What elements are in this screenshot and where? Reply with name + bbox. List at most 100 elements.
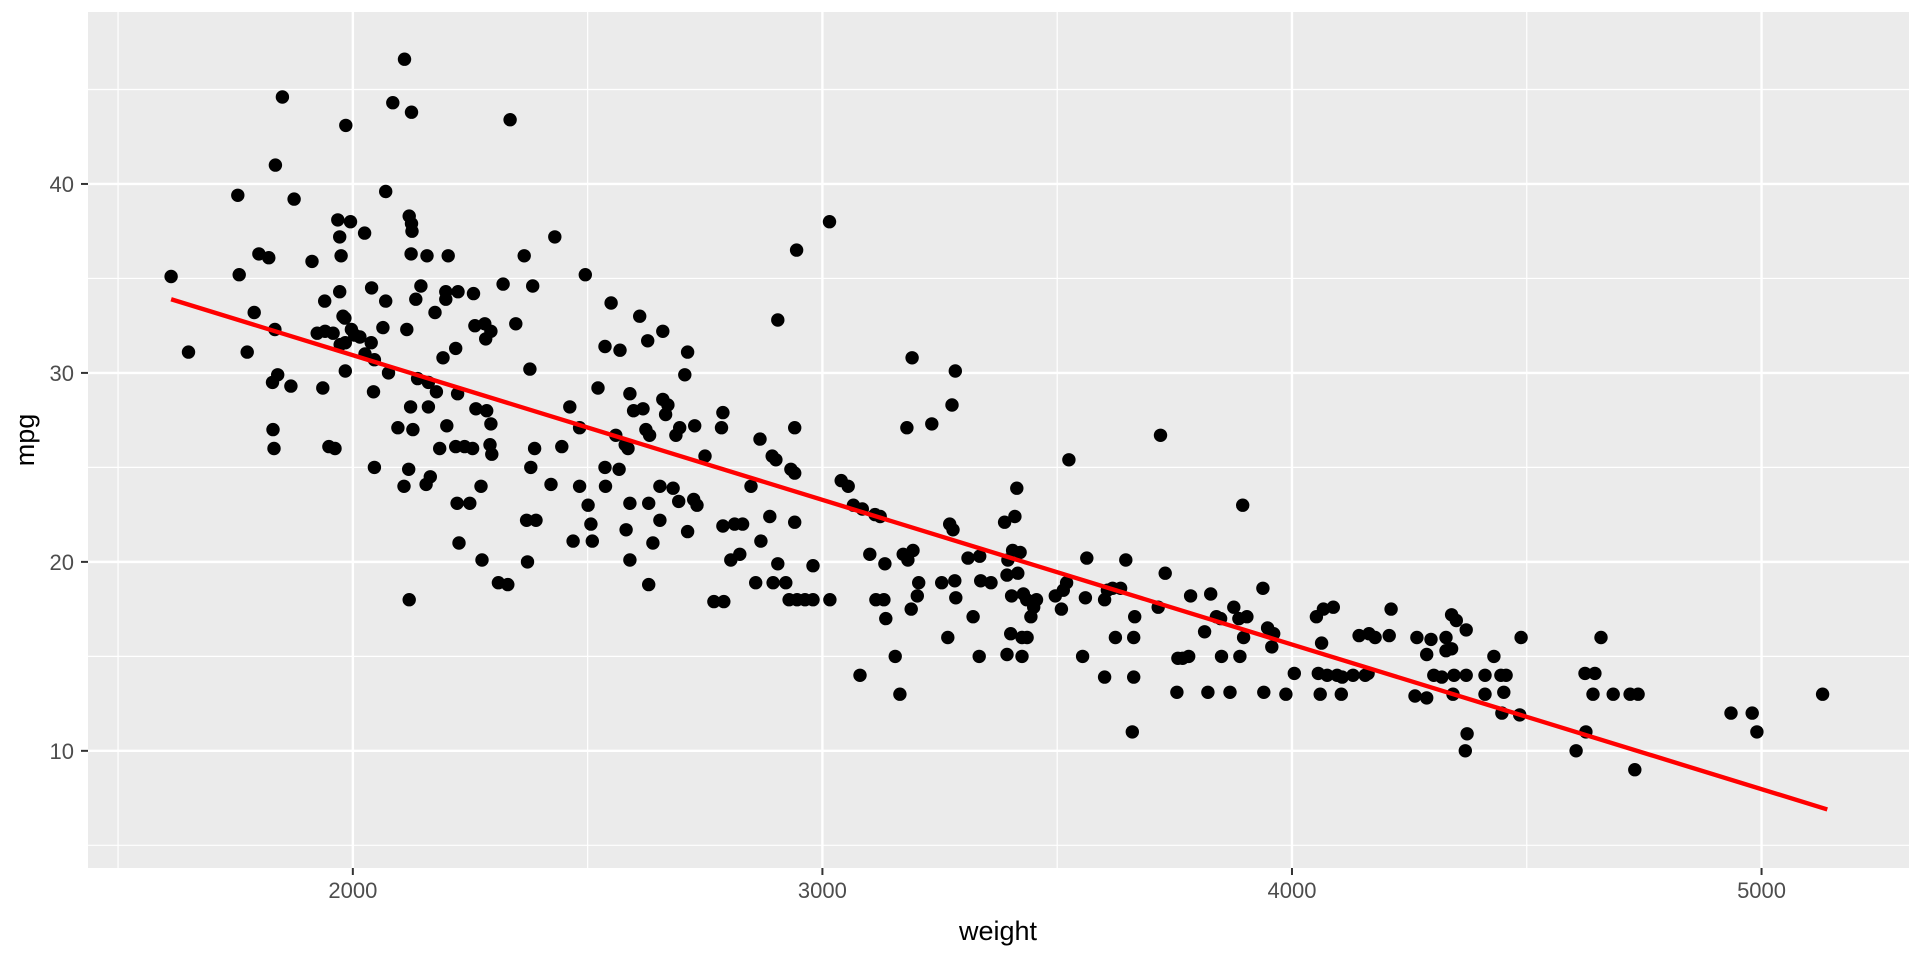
data-point [1334, 687, 1349, 701]
data-point [439, 292, 453, 306]
data-point [769, 453, 783, 467]
data-point [181, 345, 196, 359]
data-point [888, 649, 902, 664]
data-point [1424, 632, 1438, 647]
data-point [404, 105, 419, 119]
data-point [1158, 566, 1172, 580]
data-point [604, 296, 618, 310]
data-point [526, 279, 540, 293]
data-point [480, 404, 494, 418]
data-point [1127, 670, 1141, 684]
data-point [642, 577, 656, 592]
data-point [421, 400, 436, 414]
data-point [519, 513, 534, 527]
data-point [1745, 706, 1759, 720]
data-point [1201, 685, 1215, 699]
regression-line-layer [170, 297, 1828, 812]
y-axis-title: mpg [10, 414, 40, 467]
data-point [1410, 630, 1424, 645]
data-point [1204, 587, 1218, 601]
data-point [598, 460, 612, 475]
data-point [268, 158, 283, 172]
data-point [653, 513, 667, 527]
data-point [397, 52, 412, 66]
data-point [749, 576, 763, 590]
data-point [1059, 576, 1074, 590]
data-point [1080, 551, 1094, 565]
data-point [1170, 685, 1184, 699]
data-point [623, 553, 637, 567]
data-point [1447, 668, 1461, 682]
data-point [1606, 687, 1620, 701]
data-point [735, 517, 750, 531]
data-point [1316, 602, 1331, 616]
data-point [941, 630, 955, 645]
data-point [789, 243, 804, 257]
data-point [973, 549, 987, 563]
data-point [267, 441, 281, 456]
data-point [1382, 628, 1396, 643]
data-point [910, 589, 924, 603]
data-point [468, 319, 482, 333]
data-point [669, 428, 683, 442]
data-point [1499, 668, 1513, 682]
data-point [305, 254, 319, 269]
data-point [1439, 630, 1453, 645]
data-point [666, 481, 680, 495]
data-point [334, 249, 348, 263]
data-point [1514, 630, 1528, 645]
data-point [619, 523, 633, 537]
data-point [1236, 630, 1251, 645]
minor-gridlines [88, 12, 1909, 868]
data-point [863, 547, 877, 561]
data-point [364, 281, 379, 295]
y-tick-label: 10 [50, 739, 74, 764]
axis-ticks [81, 182, 1763, 875]
data-point [275, 90, 290, 104]
data-point [379, 184, 393, 199]
data-point [366, 385, 381, 399]
data-point [878, 557, 892, 571]
y-tick-label: 40 [50, 172, 74, 197]
data-point [1478, 668, 1492, 682]
data-point [496, 277, 510, 291]
data-point [1444, 642, 1459, 656]
regression-line [170, 297, 1828, 812]
data-point [1182, 649, 1196, 664]
data-point [948, 364, 962, 378]
data-point [779, 576, 793, 590]
data-point [905, 351, 919, 365]
data-point [262, 251, 276, 265]
data-point [912, 576, 926, 590]
data-point [357, 226, 372, 240]
data-point [463, 496, 477, 510]
data-point [1459, 623, 1473, 637]
data-point [466, 286, 481, 301]
data-point [1313, 687, 1327, 701]
data-point [405, 224, 419, 238]
data-point [974, 574, 988, 588]
data-point [379, 294, 393, 308]
plot-panel [88, 12, 1909, 868]
data-point [901, 553, 915, 567]
data-point [853, 668, 867, 682]
data-point [402, 462, 416, 476]
data-point [961, 551, 975, 565]
data-point [1240, 610, 1254, 624]
data-point [879, 611, 893, 626]
data-point [555, 439, 569, 454]
data-point [164, 269, 178, 284]
data-point [1233, 649, 1247, 664]
data-point [598, 339, 612, 354]
data-point [788, 466, 802, 480]
data-point [904, 602, 918, 616]
data-point [822, 215, 837, 229]
data-point [966, 610, 980, 624]
data-point [1335, 670, 1349, 684]
data-point [524, 460, 538, 475]
data-point [1326, 600, 1341, 614]
data-point [841, 479, 855, 493]
data-point [333, 230, 347, 244]
data-point [409, 292, 423, 306]
data-point [1257, 685, 1271, 699]
